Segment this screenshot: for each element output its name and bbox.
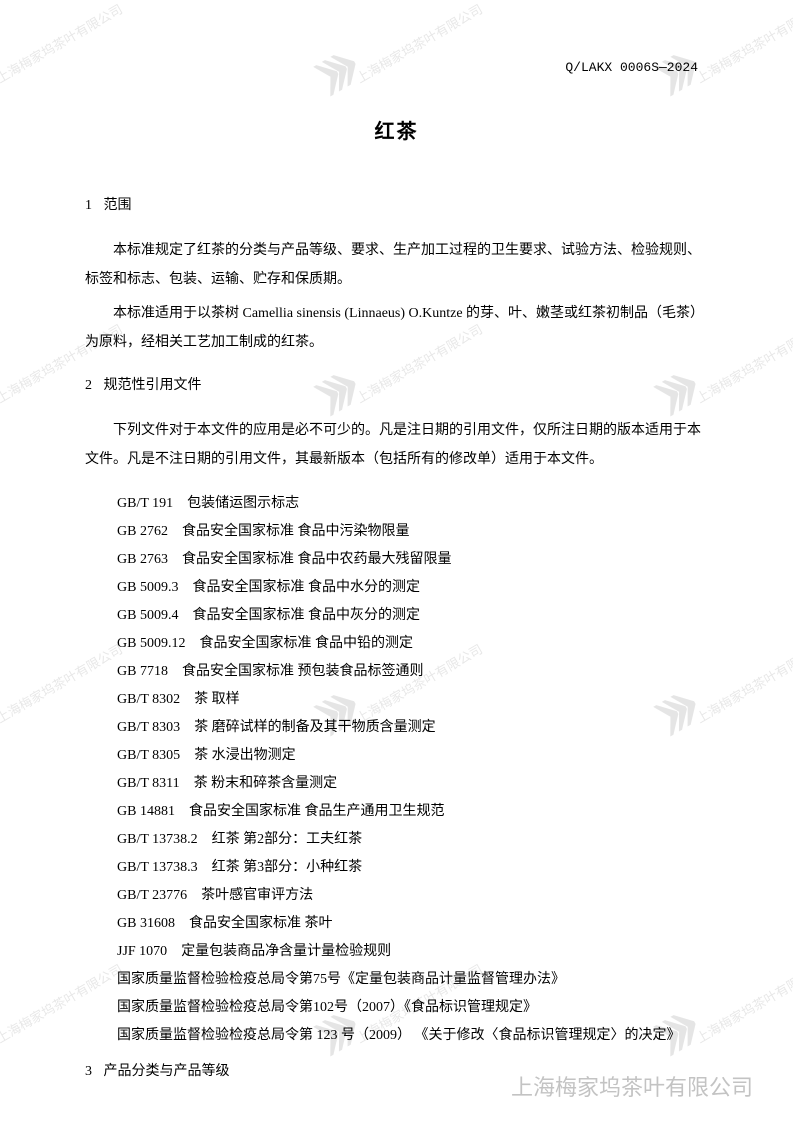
reference-item: GB 5009.3 食品安全国家标准 食品中水分的测定 — [117, 574, 708, 602]
reference-name: 食品安全国家标准 食品生产通用卫生规范 — [189, 804, 445, 819]
reference-name: 国家质量监督检验检疫总局令第102号（2007）《食品标识管理规定》 — [117, 1000, 537, 1015]
reference-item: GB 2762 食品安全国家标准 食品中污染物限量 — [117, 518, 708, 546]
reference-name: 食品安全国家标准 茶叶 — [189, 916, 333, 931]
reference-code: GB/T 13738.2 — [117, 826, 198, 854]
document-id: Q/LAKX 0006S—2024 — [85, 60, 698, 75]
reference-name: 食品安全国家标准 食品中水分的测定 — [192, 580, 420, 595]
section-1-num: 1 — [85, 198, 92, 213]
reference-name: 食品安全国家标准 预包装食品标签通则 — [182, 664, 424, 679]
reference-code: GB 14881 — [117, 798, 175, 826]
reference-name: 茶 粉末和碎茶含量测定 — [194, 776, 338, 791]
reference-name: 食品安全国家标准 食品中农药最大残留限量 — [182, 552, 452, 567]
reference-name: 红茶 第2部分：工夫红茶 — [212, 832, 363, 847]
reference-code: GB/T 8303 — [117, 714, 180, 742]
section-1-title: 范围 — [104, 198, 132, 213]
reference-code: GB/T 191 — [117, 490, 173, 518]
reference-name: 食品安全国家标准 食品中铅的测定 — [199, 636, 413, 651]
reference-item: GB 2763 食品安全国家标准 食品中农药最大残留限量 — [117, 546, 708, 574]
reference-code: GB 5009.12 — [117, 630, 185, 658]
reference-code: GB/T 23776 — [117, 882, 187, 910]
page-content: Q/LAKX 0006S—2024 红茶 1 范围 本标准规定了红茶的分类与产品… — [0, 0, 793, 1122]
reference-item: GB/T 191 包装储运图示标志 — [117, 490, 708, 518]
reference-item: GB 14881 食品安全国家标准 食品生产通用卫生规范 — [117, 798, 708, 826]
reference-item: GB 7718 食品安全国家标准 预包装食品标签通则 — [117, 658, 708, 686]
reference-item: GB/T 13738.2 红茶 第2部分：工夫红茶 — [117, 826, 708, 854]
section-3-title: 产品分类与产品等级 — [104, 1064, 230, 1079]
paragraph-1a: 本标准规定了红茶的分类与产品等级、要求、生产加工过程的卫生要求、试验方法、检验规… — [85, 236, 708, 295]
reference-code: GB/T 8305 — [117, 742, 180, 770]
reference-item: GB 31608 食品安全国家标准 茶叶 — [117, 910, 708, 938]
reference-name: 茶 取样 — [194, 692, 240, 707]
reference-name: 国家质量监督检验检疫总局令第75号《定量包装商品计量监督管理办法》 — [117, 972, 565, 987]
reference-name: 红茶 第3部分：小种红茶 — [212, 860, 363, 875]
reference-item: GB/T 8305 茶 水浸出物测定 — [117, 742, 708, 770]
reference-item: JJF 1070 定量包装商品净含量计量检验规则 — [117, 938, 708, 966]
reference-item: GB 5009.4 食品安全国家标准 食品中灰分的测定 — [117, 602, 708, 630]
reference-code: GB 31608 — [117, 910, 175, 938]
reference-name: 茶 水浸出物测定 — [194, 748, 296, 763]
section-3-num: 3 — [85, 1064, 92, 1079]
reference-name: 茶 磨碎试样的制备及其干物质含量测定 — [194, 720, 436, 735]
reference-name: 国家质量监督检验检疫总局令第 123 号（2009） 《关于修改〈食品标识管理规… — [117, 1028, 681, 1043]
reference-item: GB/T 8311 茶 粉末和碎茶含量测定 — [117, 770, 708, 798]
document-title: 红茶 — [85, 115, 708, 144]
reference-name: 茶叶感官审评方法 — [201, 888, 313, 903]
reference-code: GB/T 13738.3 — [117, 854, 198, 882]
section-2-num: 2 — [85, 378, 92, 393]
reference-item: GB/T 8303 茶 磨碎试样的制备及其干物质含量测定 — [117, 714, 708, 742]
reference-item: GB/T 23776 茶叶感官审评方法 — [117, 882, 708, 910]
section-2-title: 规范性引用文件 — [104, 378, 202, 393]
reference-item: GB 5009.12 食品安全国家标准 食品中铅的测定 — [117, 630, 708, 658]
reference-item: 国家质量监督检验检疫总局令第75号《定量包装商品计量监督管理办法》 — [117, 966, 708, 994]
reference-code: GB 2763 — [117, 546, 168, 574]
reference-item: GB/T 8302 茶 取样 — [117, 686, 708, 714]
reference-code: GB 2762 — [117, 518, 168, 546]
reference-code: GB 7718 — [117, 658, 168, 686]
reference-code: GB/T 8302 — [117, 686, 180, 714]
section-2-heading: 2 规范性引用文件 — [85, 374, 708, 394]
section-1-heading: 1 范围 — [85, 194, 708, 214]
reference-code: GB/T 8311 — [117, 770, 180, 798]
reference-list: GB/T 191 包装储运图示标志GB 2762 食品安全国家标准 食品中污染物… — [117, 490, 708, 1050]
reference-item: 国家质量监督检验检疫总局令第102号（2007）《食品标识管理规定》 — [117, 994, 708, 1022]
reference-code: GB 5009.3 — [117, 574, 178, 602]
footer-watermark: 上海梅家坞茶叶有限公司 — [511, 1070, 753, 1102]
reference-name: 定量包装商品净含量计量检验规则 — [181, 944, 391, 959]
reference-name: 包装储运图示标志 — [187, 496, 299, 511]
reference-item: 国家质量监督检验检疫总局令第 123 号（2009） 《关于修改〈食品标识管理规… — [117, 1022, 708, 1050]
paragraph-2a: 下列文件对于本文件的应用是必不可少的。凡是注日期的引用文件，仅所注日期的版本适用… — [85, 416, 708, 475]
reference-item: GB/T 13738.3 红茶 第3部分：小种红茶 — [117, 854, 708, 882]
paragraph-1b: 本标准适用于以茶树 Camellia sinensis (Linnaeus) O… — [85, 299, 708, 358]
reference-code: GB 5009.4 — [117, 602, 178, 630]
reference-name: 食品安全国家标准 食品中灰分的测定 — [192, 608, 420, 623]
reference-name: 食品安全国家标准 食品中污染物限量 — [182, 524, 410, 539]
reference-code: JJF 1070 — [117, 938, 167, 966]
